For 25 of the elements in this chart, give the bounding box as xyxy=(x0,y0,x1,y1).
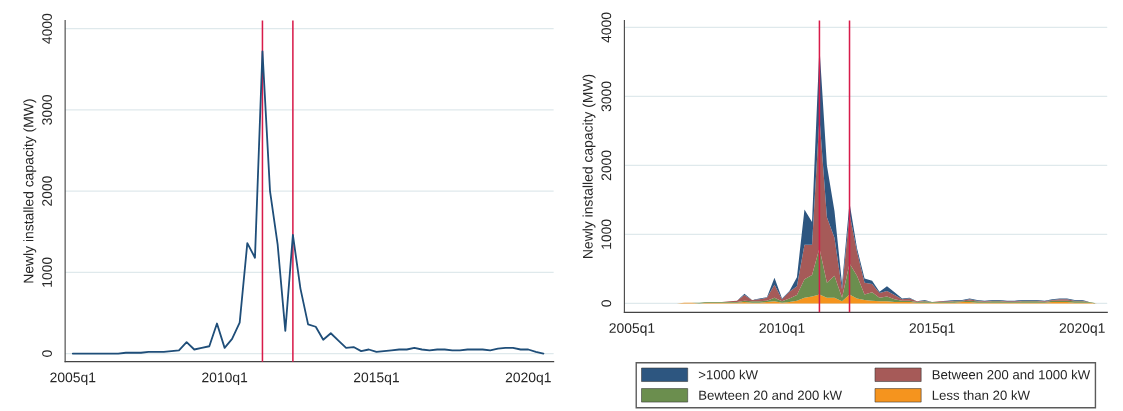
y-axis-title: Newly installed capacity (MW) xyxy=(23,99,37,283)
x-tick-label: 2015q1 xyxy=(909,323,955,336)
y-tick-label: 4000 xyxy=(601,12,612,43)
x-tick-label: 2020q1 xyxy=(505,372,551,386)
x-tick-label: 2010q1 xyxy=(759,323,805,336)
x-tick-label: 2010q1 xyxy=(202,372,248,386)
x-tick-label: 2005q1 xyxy=(50,372,96,386)
y-tick-label: 0 xyxy=(42,350,52,357)
legend-label: Between 200 and 1000 kW xyxy=(932,369,1091,380)
y-tick-label: 2000 xyxy=(601,150,612,181)
y-tick-label: 1000 xyxy=(42,257,52,287)
y-tick-label: 3000 xyxy=(601,81,612,112)
y-axis-title: Newly installed capacity (MW) xyxy=(582,74,596,258)
x-tick-label: 2015q1 xyxy=(353,372,399,386)
y-tick-label: 4000 xyxy=(42,13,52,44)
x-tick-label: 2005q1 xyxy=(609,323,655,336)
x-tick-label: 2020q1 xyxy=(1059,323,1105,336)
y-tick-label: 0 xyxy=(601,300,612,307)
y-tick-label: 3000 xyxy=(42,94,52,125)
legend-label: >1000 kW xyxy=(698,369,758,380)
legend-label: Less than 20 kW xyxy=(932,390,1030,400)
line-series xyxy=(71,50,545,355)
legend-label: Bewteen 20 and 200 kW xyxy=(699,390,842,400)
y-tick-label: 1000 xyxy=(601,219,612,249)
y-tick-label: 2000 xyxy=(42,176,52,206)
